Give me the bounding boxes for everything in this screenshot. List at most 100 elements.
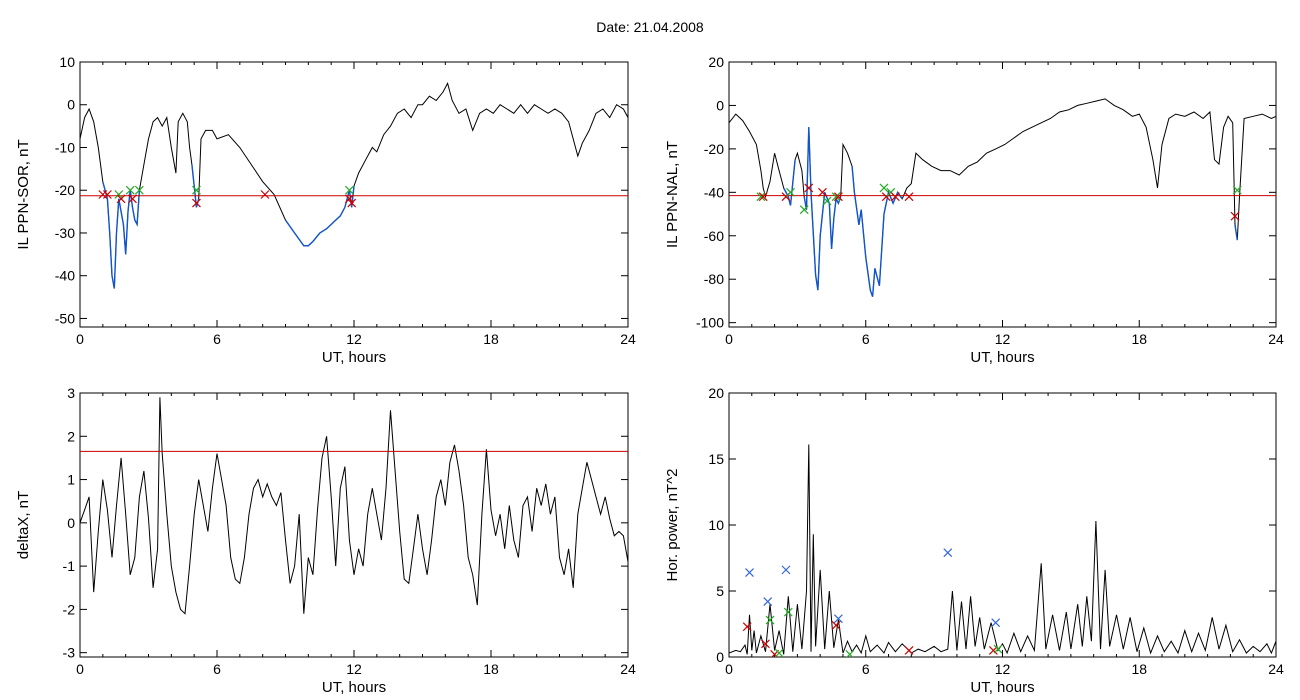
highlight-segment: [191, 164, 200, 208]
x-tick-label: 12: [346, 661, 362, 677]
plot-area: [729, 444, 1276, 657]
chart-panel-1: 0 6 12 18 24 10 0 -10 -20 -30 -40 -50 UT, hours IL PP…: [15, 54, 636, 366]
y-tick-label: 1: [67, 472, 75, 488]
marker-stroke: [761, 639, 770, 649]
chart-panel-4: 0 6 12 18 24 20 15 10 5 0 UT, hours Hor. power, nT^…: [664, 385, 1284, 696]
marker-start: [114, 190, 124, 199]
marker-stroke: [991, 618, 1001, 628]
data-series-line: [80, 397, 628, 615]
y-tick-label: -30: [55, 225, 75, 241]
y-tick-label: -2: [63, 601, 76, 617]
x-axis-label: UT, hours: [322, 349, 386, 366]
x-tick-label: 0: [76, 661, 84, 677]
marker-stroke: [345, 185, 354, 195]
y-tick-label: -80: [704, 271, 724, 287]
data-series-line: [80, 82, 628, 289]
marker-end: [260, 190, 270, 199]
marker-stroke: [943, 548, 953, 558]
marker-start: [783, 607, 793, 617]
marker-stroke: [781, 565, 791, 575]
marker-start: [879, 183, 889, 193]
marker-end: [347, 198, 357, 208]
marker-stroke: [846, 649, 855, 657]
y-tick-label: -100: [696, 315, 724, 331]
marker-stroke: [886, 187, 896, 197]
x-tick-label: 12: [995, 661, 1011, 677]
marker-start: [845, 649, 855, 657]
marker-start: [125, 185, 135, 195]
marker-end: [742, 622, 752, 632]
x-tick-label: 0: [725, 331, 733, 347]
marker-stroke: [125, 185, 135, 195]
marker-stroke: [831, 192, 841, 202]
x-tick-label: 24: [620, 661, 636, 677]
y-tick-label: 3: [67, 385, 75, 401]
plot-area: [80, 82, 628, 289]
y-tick-label: -20: [55, 182, 75, 198]
y-tick-label: 0: [716, 97, 724, 113]
marker-start: [993, 644, 1003, 654]
highlight-segment: [284, 185, 355, 247]
y-axis-label: Hor. power, nT^2: [664, 469, 681, 582]
marker-stroke: [758, 192, 768, 202]
y-tick-label: 5: [716, 583, 724, 599]
x-tick-label: 18: [1131, 331, 1147, 347]
marker-stroke: [745, 568, 754, 577]
y-tick-label: 20: [708, 385, 724, 401]
marker-end: [192, 198, 201, 208]
marker-stroke: [1232, 185, 1242, 195]
marker-start: [831, 192, 841, 202]
marker-stroke: [1230, 211, 1240, 221]
marker-start: [822, 196, 832, 206]
marker-start: [756, 192, 766, 202]
marker-peak: [833, 614, 843, 624]
plot-frame: [79, 392, 629, 658]
marker-stroke: [774, 648, 784, 657]
marker-end: [833, 192, 843, 202]
marker-stroke: [128, 194, 137, 204]
marker-end: [904, 192, 914, 202]
marker-stroke: [116, 194, 126, 204]
highlight-segment: [102, 181, 141, 289]
marker-stroke: [833, 192, 843, 202]
marker-stroke: [192, 198, 201, 208]
x-tick-label: 24: [1268, 331, 1284, 347]
marker-stroke: [756, 192, 766, 202]
marker-end: [345, 194, 354, 204]
marker-start: [345, 185, 354, 195]
marker-stroke: [114, 190, 124, 199]
y-axis-label: deltaX, nT: [15, 491, 32, 559]
x-axis-label: UT, hours: [970, 679, 1034, 696]
y-tick-label: 0: [67, 515, 75, 531]
data-series-line: [729, 444, 1276, 655]
y-tick-label: 0: [716, 649, 724, 665]
highlight-segment: [1234, 224, 1238, 241]
marker-start: [134, 185, 144, 195]
marker-stroke: [765, 615, 775, 625]
y-tick-label: 20: [708, 54, 724, 70]
y-tick-label: 10: [708, 517, 724, 533]
marker-stroke: [804, 183, 814, 193]
y-tick-label: -20: [704, 141, 724, 157]
marker-start: [786, 187, 795, 197]
marker-stroke: [993, 644, 1003, 654]
marker-stroke: [904, 645, 914, 655]
y-tick-label: -40: [704, 184, 724, 200]
y-tick-label: 15: [708, 451, 724, 467]
y-tick-label: -3: [63, 645, 76, 661]
marker-stroke: [904, 192, 914, 202]
highlight-segment: [783, 159, 796, 206]
highlight-segment: [803, 127, 842, 291]
plot-area: [729, 98, 1276, 297]
x-tick-label: 24: [620, 331, 636, 347]
marker-end: [890, 192, 900, 202]
marker-stroke: [831, 620, 841, 630]
marker-start: [1232, 185, 1242, 195]
data-series-line: [729, 98, 1276, 297]
marker-stroke: [822, 196, 832, 206]
marker-end: [818, 187, 827, 197]
marker-stroke: [134, 185, 144, 195]
marker-start: [192, 185, 201, 195]
marker-end: [804, 183, 814, 193]
